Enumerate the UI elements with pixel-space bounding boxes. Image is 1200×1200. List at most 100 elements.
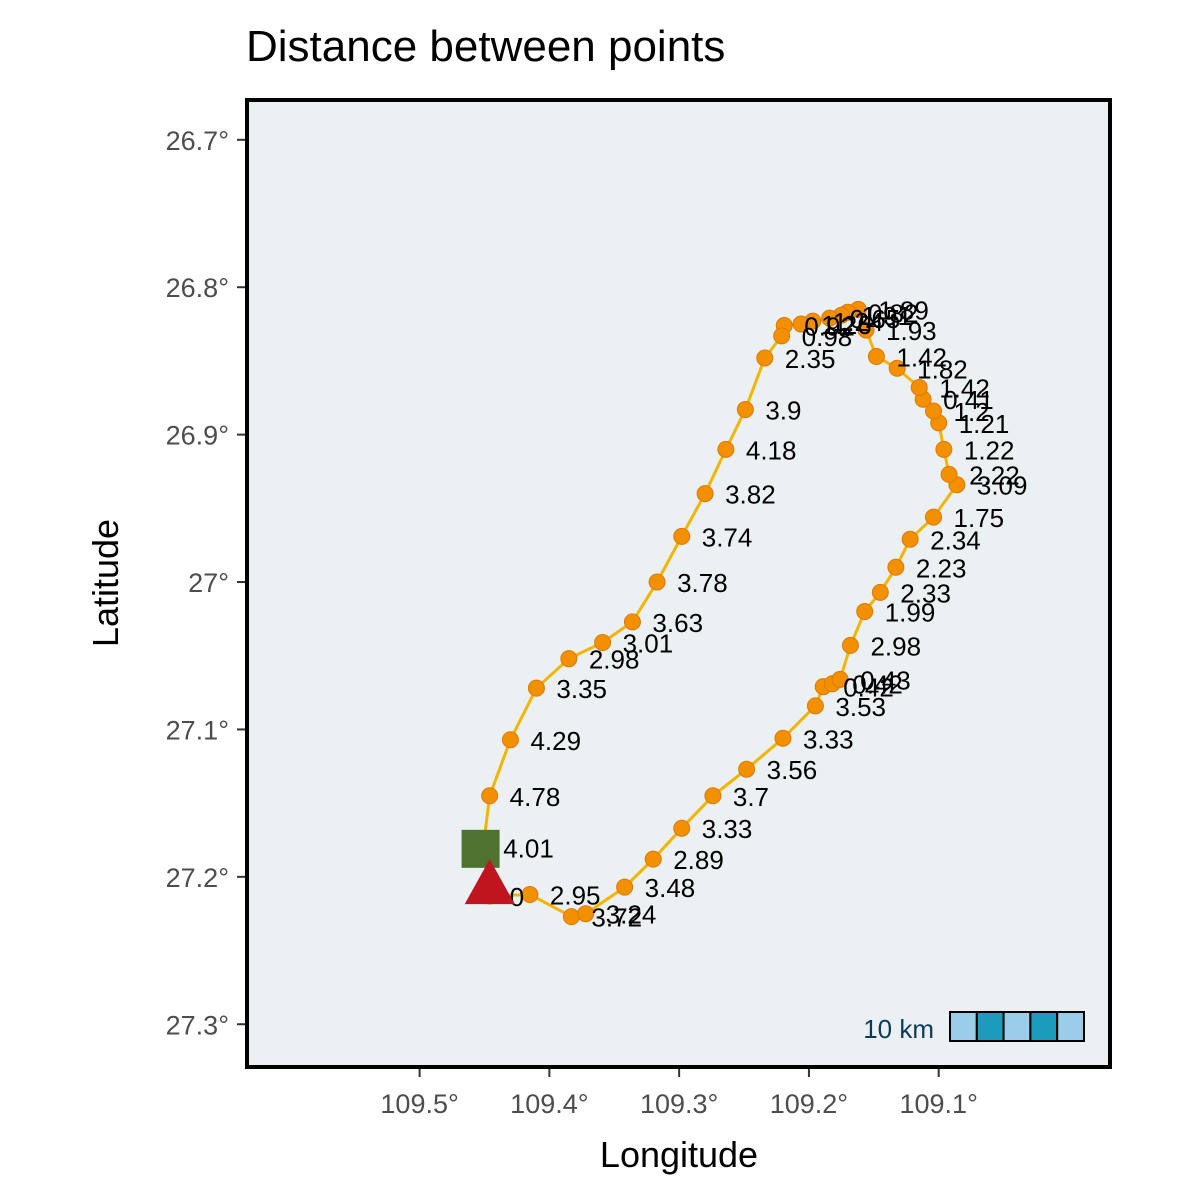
route-point <box>887 558 905 576</box>
route-point <box>821 309 839 327</box>
route-point <box>527 679 545 697</box>
route-point <box>673 819 691 837</box>
distance-label: 3.48 <box>645 873 696 903</box>
route-point <box>910 378 928 396</box>
distance-label: 3.74 <box>702 522 753 552</box>
route-point <box>901 530 919 548</box>
distance-label: 0.42 <box>852 670 903 700</box>
distance-label: 0.42 <box>843 673 894 703</box>
x-axis: 109.5° 109.4° 109.3° 109.2° 109.1° <box>380 1069 978 1119</box>
distance-label: 1.75 <box>954 503 1005 533</box>
distance-label: 1.93 <box>886 316 937 346</box>
route-point <box>562 908 580 926</box>
x-axis-title: Longitude <box>600 1134 758 1175</box>
distance-label: 1.42 <box>939 373 990 403</box>
distance-label: 3.7 <box>733 782 769 812</box>
distance-label: 0.98 <box>802 322 853 352</box>
distance-label: 3.09 <box>977 471 1028 501</box>
distance-label: 2.89 <box>673 845 724 875</box>
route-point <box>940 465 958 483</box>
distance-label: 1.2 <box>954 397 990 427</box>
map-panel <box>247 100 1110 1067</box>
x-tick-label: 109.1° <box>900 1089 978 1119</box>
distance-label: 3.33 <box>702 814 753 844</box>
distance-label: 1.21 <box>959 409 1010 439</box>
route-point <box>560 650 578 668</box>
route-point <box>673 527 691 545</box>
markers-layer <box>461 829 515 905</box>
route-point <box>736 401 754 419</box>
distance-label: 3.72 <box>591 903 642 933</box>
route-point <box>925 402 943 420</box>
route-point <box>856 603 874 621</box>
distance-label: 3.56 <box>767 755 818 785</box>
x-tick-label: 109.2° <box>770 1089 848 1119</box>
route-point <box>857 321 875 339</box>
distance-label: 0.82 <box>868 298 919 328</box>
route-point <box>594 633 612 651</box>
distance-label: 2.33 <box>900 578 951 608</box>
route-point <box>738 760 756 778</box>
distance-label: 3.24 <box>606 900 657 930</box>
route-point <box>717 440 735 458</box>
distance-label: 4.78 <box>510 782 561 812</box>
distance-label: 3.35 <box>556 674 607 704</box>
distance-label: 3.63 <box>652 608 703 638</box>
y-axis: 26.7° 26.8° 26.9° 27° 27.1° 27.2° 27.3° <box>166 126 245 1040</box>
distance-label: 1.22 <box>964 435 1015 465</box>
route-point <box>841 636 859 654</box>
y-tick-label: 27.2° <box>166 863 229 893</box>
scale-bar-label: 10 km <box>863 1014 934 1044</box>
scale-bar: 10 km <box>863 1011 1085 1044</box>
distance-label: 2.35 <box>785 344 836 374</box>
y-tick-label: 26.8° <box>166 273 229 303</box>
y-tick-label: 26.9° <box>166 421 229 451</box>
distance-label: 1.24 <box>833 307 884 337</box>
scale-bar-segment <box>949 1011 978 1042</box>
route-point <box>577 905 595 923</box>
scale-bar-segment <box>1002 1011 1032 1042</box>
route-point <box>831 670 849 688</box>
distance-label: 2.22 <box>969 460 1020 490</box>
distance-label: 2.98 <box>589 645 640 675</box>
distance-label: 3.9 <box>765 396 801 426</box>
distance-label: 0.43 <box>860 665 911 695</box>
x-tick-label: 109.3° <box>640 1089 718 1119</box>
distance-label: 1.99 <box>885 598 936 628</box>
distance-label: 0.92 <box>804 312 855 342</box>
distance-label: 1.26 <box>821 310 872 340</box>
scale-bar-segment <box>975 1011 1005 1042</box>
distance-label: 1.42 <box>896 342 947 372</box>
distance-label: 1.89 <box>878 295 929 325</box>
y-axis-title: Latitude <box>85 519 126 647</box>
route-point <box>806 697 824 715</box>
y-tick-label: 26.7° <box>166 126 229 156</box>
distance-label: 0 <box>510 882 524 912</box>
route-point <box>792 315 810 333</box>
y-tick-label: 27.1° <box>166 715 229 745</box>
route-point <box>756 349 774 367</box>
route-point <box>888 359 906 377</box>
scale-bar-segment <box>1029 1011 1059 1042</box>
distance-label: 0.65 <box>850 304 901 334</box>
distance-label: 2.23 <box>916 553 967 583</box>
x-tick-label: 109.4° <box>510 1089 588 1119</box>
scale-bar-segment <box>1056 1011 1085 1042</box>
distance-labels: 0 2.953.723.243.482.893.333.73.563.333.53… <box>503 295 1027 932</box>
start-marker <box>461 829 500 868</box>
route-point <box>935 440 953 458</box>
y-tick-label: 27° <box>188 568 229 598</box>
distance-label: 1.91 <box>861 301 912 331</box>
route-point <box>925 508 943 526</box>
route-point <box>644 850 662 868</box>
route-point <box>648 573 666 591</box>
route-point <box>501 731 519 749</box>
distance-label: 3.01 <box>623 628 674 658</box>
route-point <box>704 787 722 805</box>
distance-label: 3.53 <box>835 692 886 722</box>
route-point <box>623 613 641 631</box>
distance-label: 1.82 <box>917 354 968 384</box>
route-point <box>867 347 885 365</box>
x-tick-label: 109.5° <box>380 1089 458 1119</box>
distance-label: 0.41 <box>943 385 994 415</box>
